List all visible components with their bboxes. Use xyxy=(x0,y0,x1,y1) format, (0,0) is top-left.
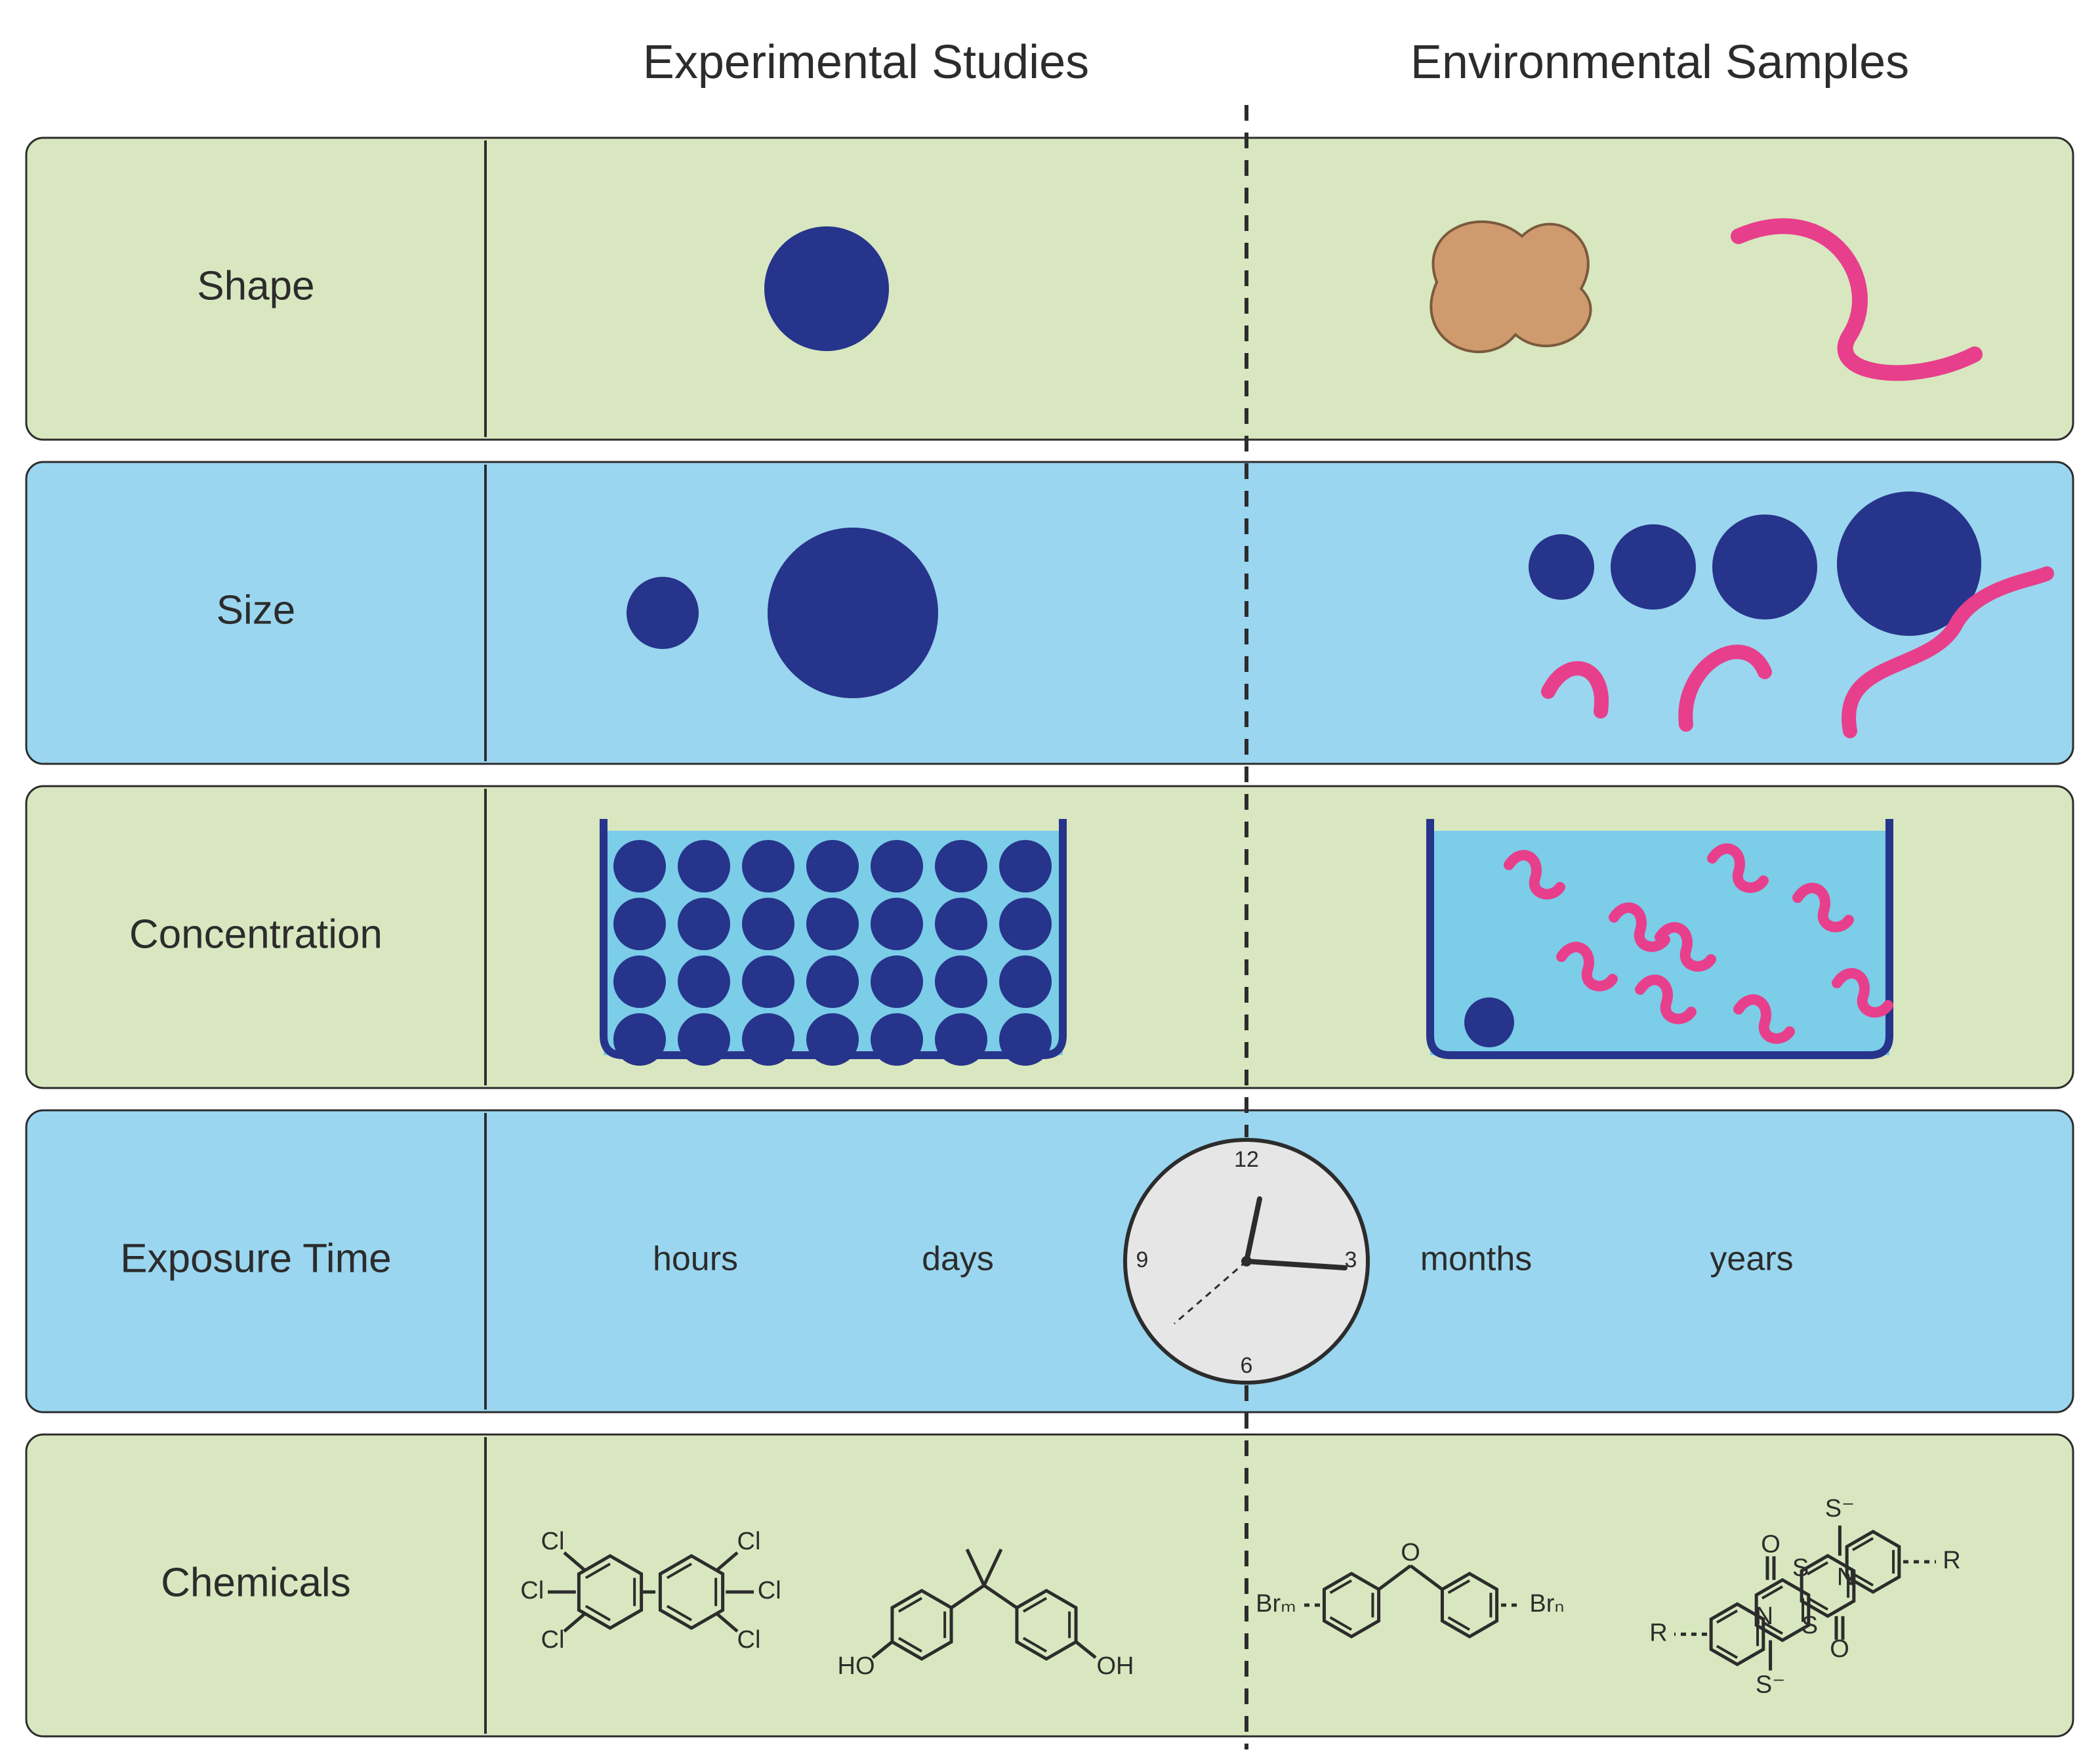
chem-atom: Cl xyxy=(737,1626,761,1654)
row-size: Size xyxy=(26,462,2073,764)
exposure-term: hours xyxy=(653,1240,738,1278)
row-label-size: Size xyxy=(216,587,296,633)
size-right-sphere-0 xyxy=(1529,534,1594,600)
dense-sphere xyxy=(871,898,923,950)
clock-icon: 12369 xyxy=(1125,1140,1368,1383)
chem-atom: O xyxy=(1830,1635,1849,1663)
chem-atom: N xyxy=(1837,1563,1855,1591)
chem-atom: R xyxy=(1943,1547,1960,1574)
row-exposure: Exposure Timehoursdaysmonthsyears12369 xyxy=(26,1110,2073,1412)
col-header-left: Experimental Studies xyxy=(643,36,1089,89)
dense-sphere xyxy=(613,898,666,950)
dense-sphere xyxy=(806,1013,859,1066)
figure-container: Experimental Studies Environmental Sample… xyxy=(0,0,2100,1758)
dense-sphere xyxy=(742,840,794,892)
dense-sphere xyxy=(935,1013,987,1066)
dense-sphere xyxy=(678,898,730,950)
beaker-right xyxy=(1430,819,1889,1055)
col-header-right: Environmental Samples xyxy=(1410,36,1909,89)
chem-atom: HO xyxy=(838,1652,875,1680)
dense-sphere xyxy=(613,955,666,1008)
clock-6: 6 xyxy=(1241,1353,1253,1378)
dense-sphere xyxy=(935,955,987,1008)
dense-sphere xyxy=(742,898,794,950)
chem-atom: Brₙ xyxy=(1529,1590,1564,1618)
chem-atom: N xyxy=(1756,1602,1773,1630)
chem-atom: OH xyxy=(1097,1652,1134,1680)
dense-sphere xyxy=(678,955,730,1008)
exposure-term: days xyxy=(922,1240,994,1278)
chem-atom: Cl xyxy=(737,1528,761,1555)
chem-atom: Cl xyxy=(541,1528,565,1555)
chem-atom: S xyxy=(1792,1555,1809,1582)
size-right-sphere-1 xyxy=(1611,524,1696,610)
clock-9: 9 xyxy=(1136,1247,1149,1272)
chem-atom: Cl xyxy=(758,1577,781,1604)
dense-sphere xyxy=(871,1013,923,1066)
exposure-term: months xyxy=(1420,1240,1533,1278)
beaker-left xyxy=(604,819,1063,1066)
chem-atom: Brₘ xyxy=(1256,1590,1296,1618)
chem-atom: O xyxy=(1401,1539,1420,1566)
dense-sphere xyxy=(806,955,859,1008)
chem-atom: S⁻ xyxy=(1756,1671,1785,1699)
row-shape: Shape xyxy=(26,138,2073,440)
dense-sphere xyxy=(871,955,923,1008)
size-right-sphere-2 xyxy=(1712,514,1817,619)
chem-atom: S⁻ xyxy=(1825,1495,1855,1522)
row-label-shape: Shape xyxy=(197,263,314,308)
dense-sphere xyxy=(806,840,859,892)
dense-sphere xyxy=(613,840,666,892)
chem-atom: S xyxy=(1801,1612,1818,1639)
dense-sphere xyxy=(678,1013,730,1066)
dense-sphere xyxy=(742,1013,794,1066)
chem-atom: O xyxy=(1761,1531,1781,1559)
row-label-exposure: Exposure Time xyxy=(120,1236,392,1281)
dense-sphere xyxy=(935,898,987,950)
dense-sphere xyxy=(871,840,923,892)
shape-fragment xyxy=(1431,222,1590,352)
dense-sphere xyxy=(742,955,794,1008)
shape-sphere xyxy=(764,226,889,351)
chem-atom: Cl xyxy=(541,1626,565,1654)
exposure-term: years xyxy=(1710,1240,1793,1278)
row-concentration: Concentration xyxy=(26,786,2073,1088)
dense-sphere xyxy=(935,840,987,892)
row-bg xyxy=(26,138,2073,440)
dense-sphere xyxy=(999,840,1052,892)
dense-sphere xyxy=(678,840,730,892)
row-label-concentration: Concentration xyxy=(129,911,382,957)
clock-12: 12 xyxy=(1234,1147,1259,1172)
size-left-sphere-1 xyxy=(768,528,938,698)
row-chemicals: ChemicalsClClClClClClHOOHOBrₘBrₙOONNSSS⁻… xyxy=(26,1434,2073,1736)
dense-sphere xyxy=(613,1013,666,1066)
dense-sphere xyxy=(999,1013,1052,1066)
dense-sphere xyxy=(806,898,859,950)
chem-atom: R xyxy=(1649,1619,1667,1646)
size-left-sphere-0 xyxy=(627,577,699,649)
dense-sphere xyxy=(999,955,1052,1008)
row-label-chemicals: Chemicals xyxy=(161,1560,350,1605)
dense-sphere xyxy=(999,898,1052,950)
comparison-infographic: Experimental Studies Environmental Sample… xyxy=(0,0,2100,1758)
chem-atom: Cl xyxy=(520,1577,544,1604)
sparse-sphere xyxy=(1464,997,1514,1047)
